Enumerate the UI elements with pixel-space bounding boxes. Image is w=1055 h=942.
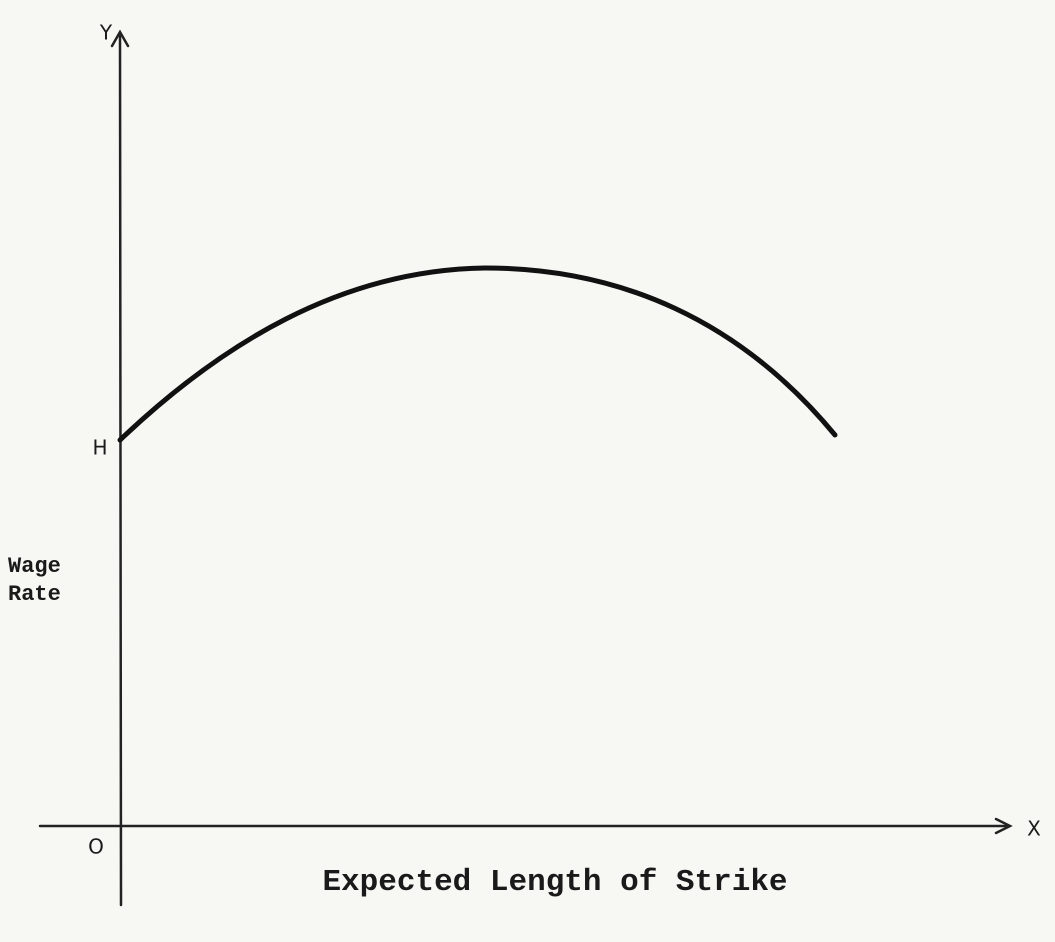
- y-arrow: [110, 29, 130, 48]
- x-arrow: [994, 817, 1013, 835]
- origin-label: O: [88, 835, 104, 859]
- x-axis-letter: X: [1027, 817, 1041, 841]
- y-title: Rate: [8, 582, 61, 607]
- y-title: Wage: [8, 554, 61, 579]
- curve: [117, 265, 838, 443]
- y-axis-letter: Y: [99, 21, 113, 45]
- intercept-label: H: [92, 436, 107, 460]
- axes: [38, 29, 1013, 907]
- y-axis: [118, 34, 123, 907]
- x-title: Expected Length of Strike: [322, 865, 787, 900]
